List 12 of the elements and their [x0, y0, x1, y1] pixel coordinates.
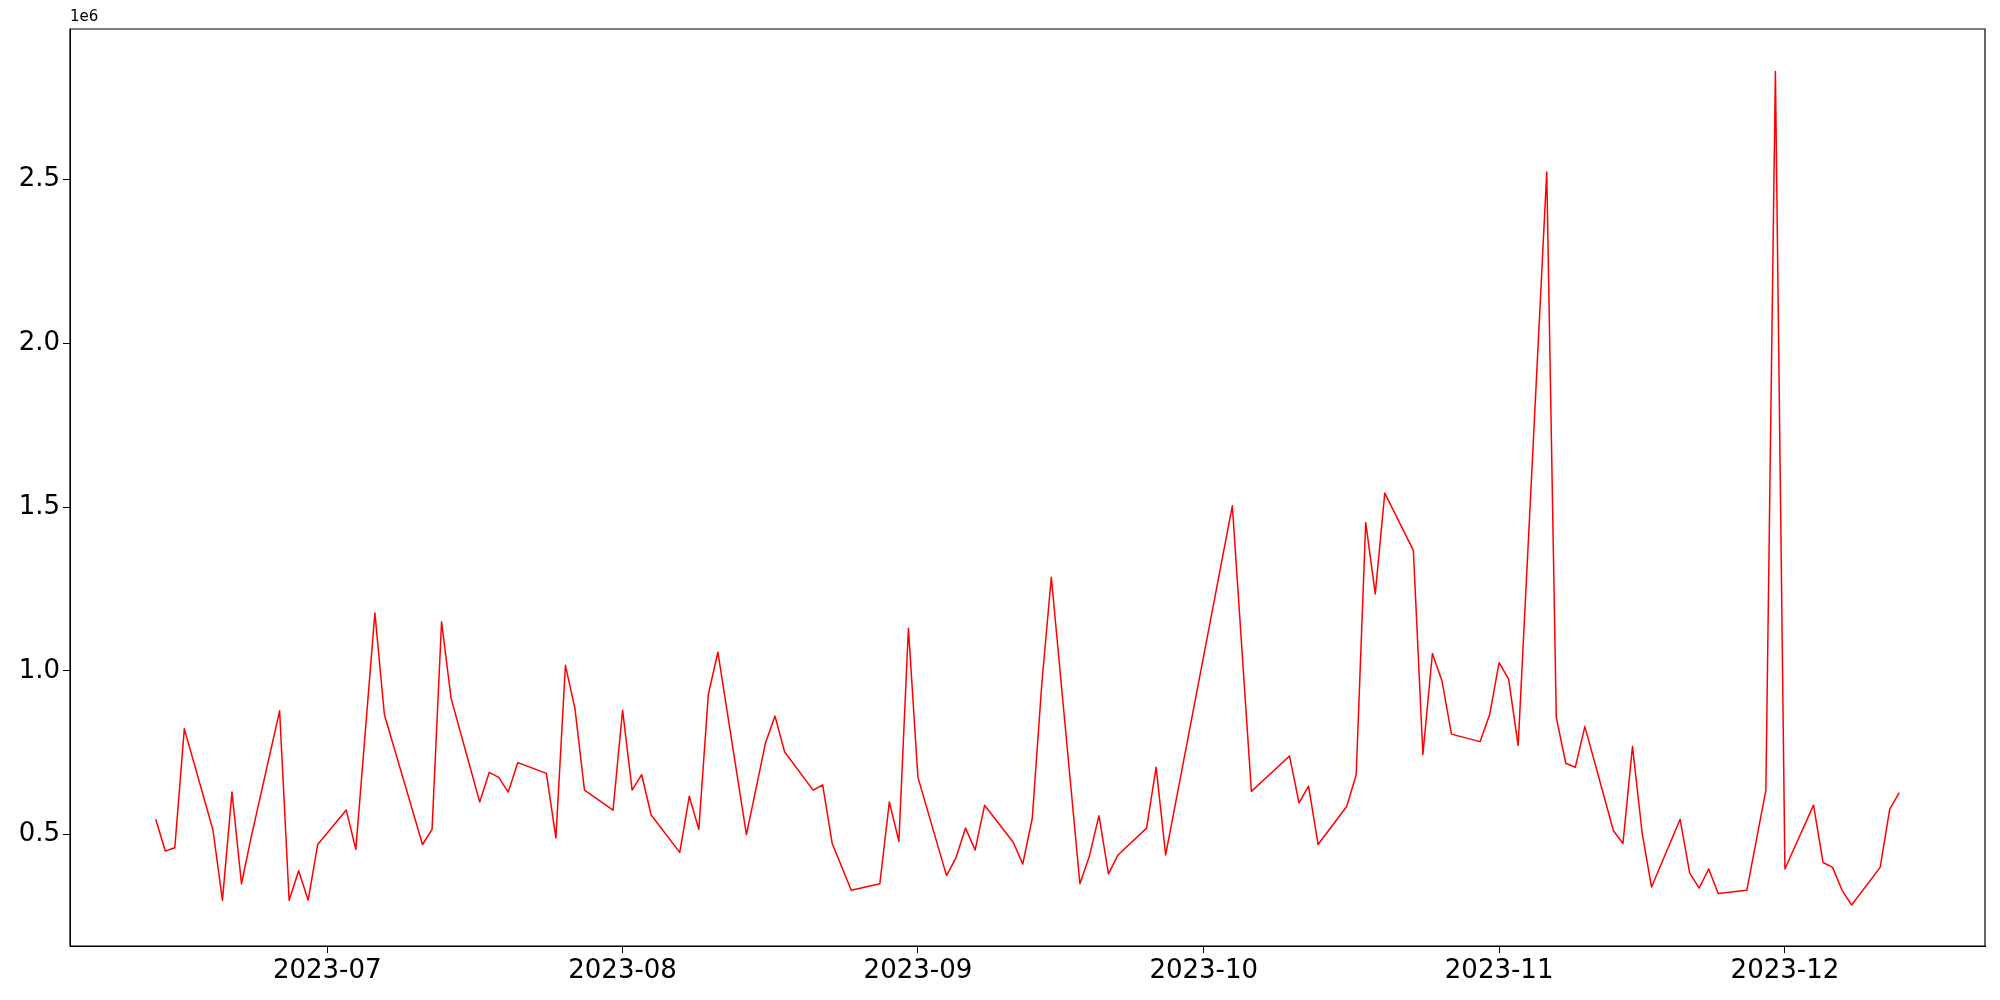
y-tick-label: 0.5 — [18, 817, 60, 848]
x-tick-label: 2023-08 — [568, 954, 677, 985]
y-tick-label: 2.0 — [18, 326, 60, 357]
y-tick-label: 1.5 — [18, 489, 60, 520]
x-tick-label: 2023-10 — [1149, 954, 1259, 985]
y-tick-label: 1.0 — [18, 653, 60, 684]
x-tick-label: 2023-07 — [272, 954, 382, 985]
x-tick-label: 2023-12 — [1730, 954, 1840, 985]
x-tick-label: 2023-09 — [863, 954, 973, 985]
y-tick-label: 2.5 — [18, 162, 60, 193]
text: 1e6 — [70, 7, 99, 26]
x-tick-label: 2023-11 — [1444, 954, 1554, 985]
